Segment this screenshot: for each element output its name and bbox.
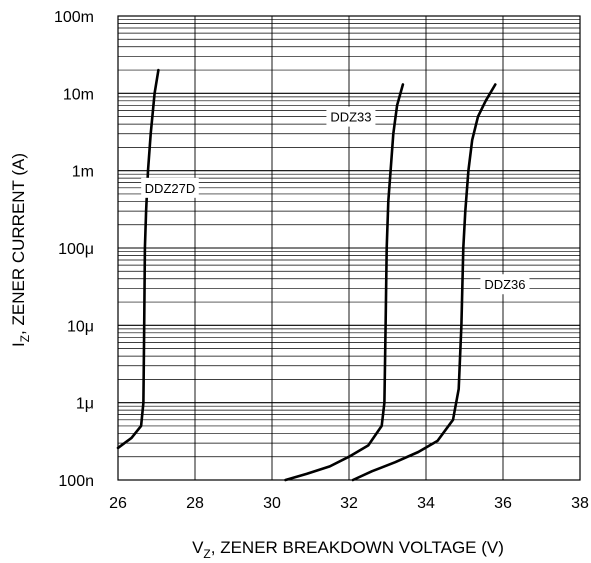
series-label-bg <box>326 106 376 127</box>
series-layer <box>116 68 497 482</box>
series-label: DDZ27D <box>145 181 196 196</box>
x-tick-label: 26 <box>109 495 127 512</box>
series-line-ddz27d <box>116 68 160 450</box>
x-tick-label: 30 <box>263 495 281 512</box>
series-label: DDZ36 <box>484 277 525 292</box>
x-axis-title: VZ, ZENER BREAKDOWN VOLTAGE (V) <box>192 538 504 561</box>
y-tick-label: 1m <box>72 164 94 181</box>
y-tick-label: 10m <box>63 86 94 103</box>
y-tick-label: 100m <box>54 9 94 26</box>
x-tick-label: 28 <box>186 495 204 512</box>
x-tick-label: 36 <box>494 495 512 512</box>
series-label-bg <box>141 177 199 198</box>
grid <box>117 15 581 481</box>
series-labels: DDZ27D DDZ33 DDZ36 <box>141 106 530 295</box>
y-tick-label: 1μ <box>76 396 94 413</box>
y-tick-label: 10μ <box>67 318 94 335</box>
y-axis-title: IZ, ZENER CURRENT (A) <box>9 153 32 347</box>
y-tick-label: 100μ <box>58 241 94 258</box>
x-tick-label: 32 <box>340 495 358 512</box>
series-line-ddz36 <box>351 83 497 482</box>
series-label-bg <box>480 274 530 295</box>
series-label: DDZ33 <box>330 110 371 125</box>
series-line-ddz33 <box>284 83 405 482</box>
x-tick-label: 38 <box>571 495 589 512</box>
tick-labels: 26 28 30 32 34 36 38 100n 1μ 10μ 100μ 1m 10m 100m <box>54 9 589 512</box>
x-tick-label: 34 <box>417 495 435 512</box>
y-tick-label: 100n <box>58 473 94 490</box>
plot-frame <box>117 15 581 481</box>
